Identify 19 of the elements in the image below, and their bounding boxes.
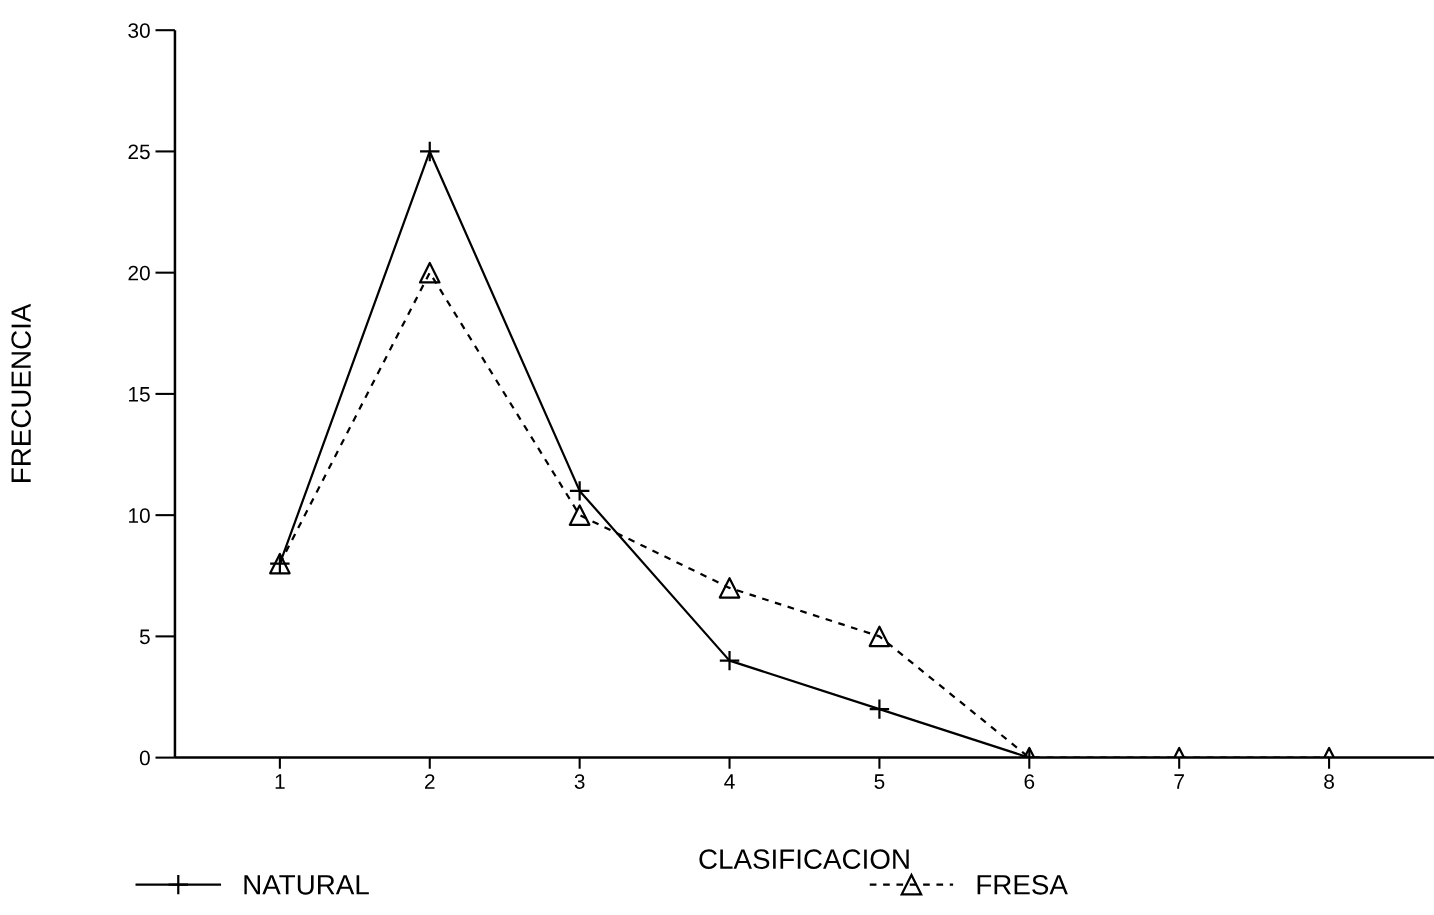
x-tick-label: 2 [425,774,435,789]
x-axis-title: CLASIFICACION [699,849,909,869]
x-tick-label: 3 [574,774,585,789]
x-tick-label: 7 [1174,774,1184,789]
x-tick-label: 6 [1024,774,1035,789]
x-tick-label: 4 [724,774,735,789]
x-tick-label: 1 [275,774,285,789]
x-tick-label: 8 [1324,774,1334,789]
y-tick-label: 10 [129,508,150,523]
y-tick-label: 5 [139,629,150,645]
y-tick-label: 30 [128,23,150,38]
x-tick-label: 5 [874,774,885,789]
y-tick-label: 25 [128,144,150,160]
legend-label: FRESA [977,874,1068,895]
y-tick-label: 15 [129,387,150,402]
y-tick-label: 0 [139,750,150,766]
legend-label: NATURAL [244,875,369,895]
y-tick-label: 20 [128,265,150,281]
y-axis-title: FRECUENCIA [11,303,31,482]
